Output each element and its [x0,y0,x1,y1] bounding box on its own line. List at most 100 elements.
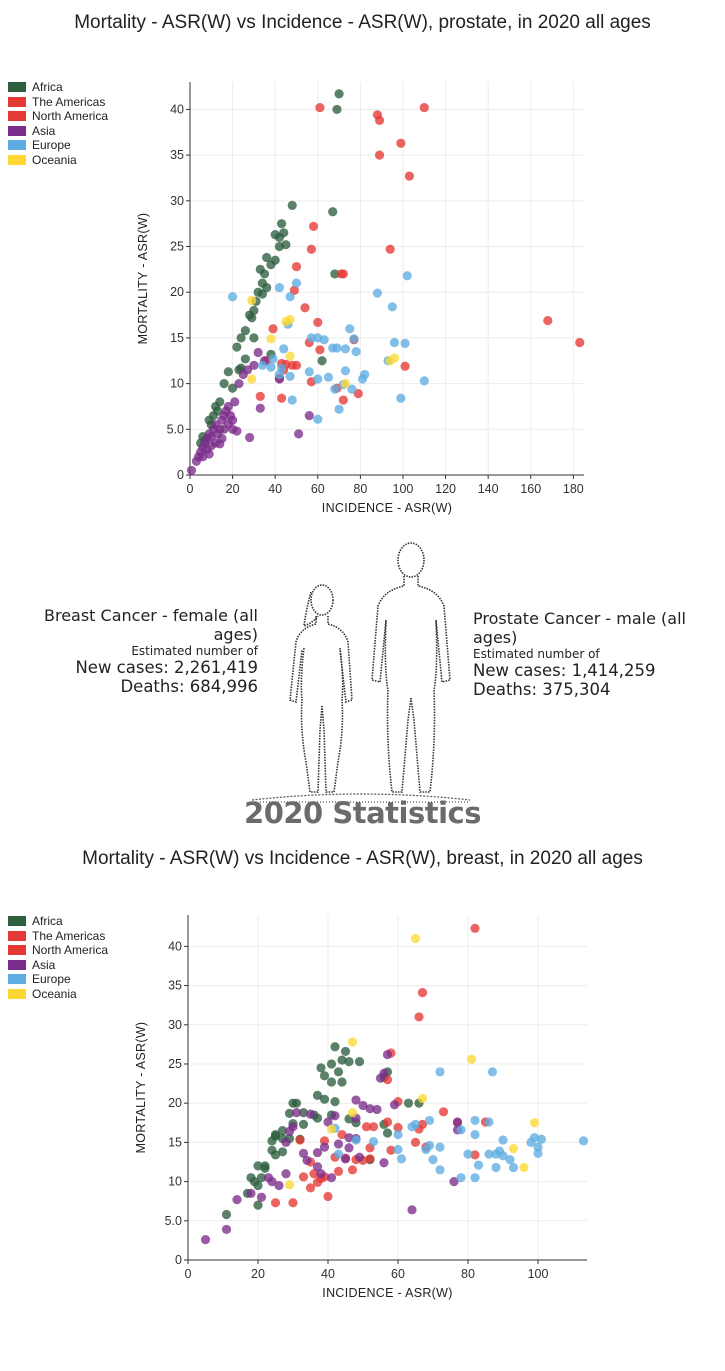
data-point[interactable] [333,1139,344,1149]
data-point[interactable] [306,244,316,254]
data-point[interactable] [313,374,323,384]
data-point[interactable] [487,1067,498,1077]
data-point[interactable] [227,383,238,393]
data-point[interactable] [281,1169,291,1179]
data-point[interactable] [449,1176,459,1187]
legend-item-europe[interactable]: Europe [8,138,108,153]
data-point[interactable] [200,1235,211,1245]
data-point[interactable] [276,393,287,403]
data-point[interactable] [277,1126,288,1136]
data-point[interactable] [435,1067,445,1077]
data-point[interactable] [330,1111,340,1121]
legend-item-europe[interactable]: Europe [8,972,108,987]
data-point[interactable] [403,1098,414,1108]
data-point[interactable] [300,303,310,313]
data-point[interactable] [227,292,238,302]
data-point[interactable] [337,1077,347,1087]
data-point[interactable] [276,219,287,229]
data-point[interactable] [319,335,329,345]
data-point[interactable] [400,361,410,371]
data-point[interactable] [340,1154,351,1164]
data-point[interactable] [379,1068,389,1078]
legend-item-the-americas[interactable]: The Americas [8,929,108,944]
data-point[interactable] [386,1145,396,1155]
data-point[interactable] [344,1057,354,1067]
legend-item-oceania[interactable]: Oceania [8,987,108,1002]
data-point[interactable] [284,1180,295,1190]
data-point[interactable] [435,1142,445,1152]
data-point[interactable] [313,317,323,327]
data-point[interactable] [298,1148,309,1158]
data-point[interactable] [281,1137,291,1147]
data-point[interactable] [470,923,480,933]
data-point[interactable] [374,115,385,125]
data-point[interactable] [240,325,250,336]
data-point[interactable] [279,344,289,354]
data-point[interactable] [266,362,276,372]
data-point[interactable] [223,401,233,412]
data-point[interactable] [368,1137,379,1147]
data-point[interactable] [323,1117,333,1127]
data-point[interactable] [498,1151,508,1161]
data-point[interactable] [266,334,276,344]
data-point[interactable] [247,374,257,384]
data-point[interactable] [304,410,314,421]
data-point[interactable] [337,1129,347,1140]
data-point[interactable] [347,1107,358,1118]
data-point[interactable] [326,1173,337,1183]
data-point[interactable] [291,262,302,272]
data-point[interactable] [328,207,338,217]
data-point[interactable] [372,1104,382,1115]
data-point[interactable] [312,1177,323,1187]
data-point[interactable] [223,367,233,377]
data-point[interactable] [347,384,357,394]
data-point[interactable] [353,389,363,399]
data-point[interactable] [361,1122,372,1132]
data-point[interactable] [242,365,253,375]
data-point[interactable] [330,384,340,394]
data-point[interactable] [466,1054,477,1064]
data-point[interactable] [470,1129,480,1140]
data-point[interactable] [417,1093,428,1104]
data-point[interactable] [340,379,351,389]
data-point[interactable] [428,1155,438,1165]
data-point[interactable] [266,260,276,270]
data-point[interactable] [508,1144,519,1154]
data-point[interactable] [389,337,400,348]
data-point[interactable] [249,333,259,343]
data-point[interactable] [340,1046,351,1057]
data-point[interactable] [312,1113,323,1123]
data-point[interactable] [288,1122,298,1132]
data-point[interactable] [270,1198,281,1208]
data-point[interactable] [393,1144,403,1155]
data-point[interactable] [330,1097,340,1107]
data-point[interactable] [529,1133,540,1143]
data-point[interactable] [484,1149,494,1159]
data-point[interactable] [365,1154,375,1164]
data-point[interactable] [186,465,197,476]
data-point[interactable] [260,1163,270,1173]
data-point[interactable] [323,372,334,382]
data-point[interactable] [358,1100,368,1111]
data-point[interactable] [333,1149,344,1159]
data-point[interactable] [396,138,406,148]
data-point[interactable] [410,1137,421,1147]
data-point[interactable] [368,1122,379,1132]
data-point[interactable] [470,1115,480,1126]
data-point[interactable] [336,269,346,279]
legend-item-asia[interactable]: Asia [8,958,108,973]
data-point[interactable] [285,351,295,361]
data-point[interactable] [374,150,385,160]
data-point[interactable] [360,369,370,380]
data-point[interactable] [274,1180,284,1191]
data-point[interactable] [312,1162,323,1172]
data-point[interactable] [305,1183,316,1193]
data-point[interactable] [402,271,412,281]
data-point[interactable] [345,324,355,334]
data-point[interactable] [268,354,278,364]
data-point[interactable] [274,241,285,252]
data-point[interactable] [253,347,263,358]
legend-item-north-america[interactable]: North America [8,943,108,958]
data-point[interactable] [410,933,421,944]
data-point[interactable] [575,337,585,348]
